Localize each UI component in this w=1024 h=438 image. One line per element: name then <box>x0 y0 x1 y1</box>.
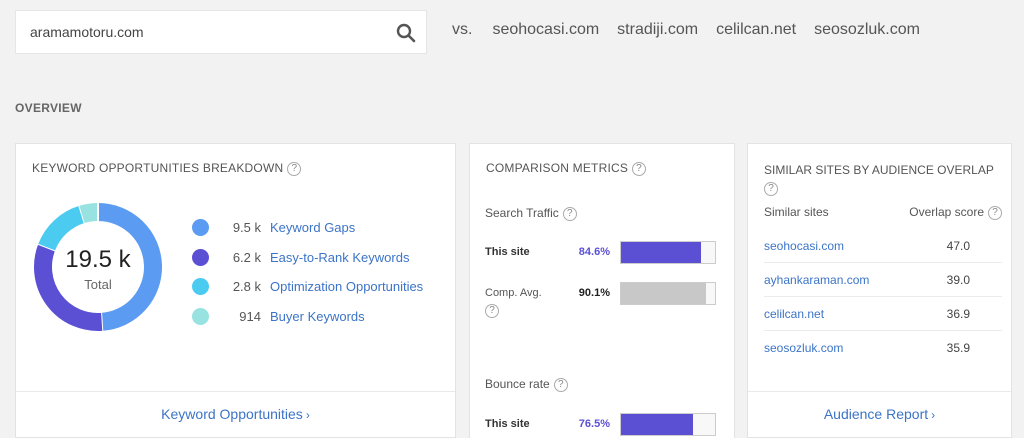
legend-link-optimization[interactable]: Optimization Opportunities <box>270 279 424 295</box>
legend-dot <box>192 307 209 325</box>
card-title-text: KEYWORD OPPORTUNITIES BREAKDOWN <box>32 161 284 175</box>
legend-item: 914 Buyer Keywords <box>192 302 423 332</box>
donut-center: 19.5 k Total <box>33 202 163 332</box>
overlap-score: 39.0 <box>946 272 970 287</box>
legend-count: 9.5 k <box>232 220 261 236</box>
metric-title: Search Traffic? <box>485 206 577 221</box>
card-title: COMPARISON METRICS? <box>486 161 647 176</box>
similar-site-link[interactable]: ayhankaraman.com <box>764 272 870 287</box>
comparison-metrics-card: COMPARISON METRICS? Search Traffic? This… <box>469 143 735 438</box>
legend-item: 6.2 k Easy-to-Rank Keywords <box>192 243 423 273</box>
card-title: KEYWORD OPPORTUNITIES BREAKDOWN? <box>32 161 302 176</box>
competitor-site[interactable]: celilcan.net <box>716 21 797 38</box>
row-percent: 84.6% <box>578 246 610 258</box>
donut-segment <box>97 203 162 331</box>
chevron-right-icon: › <box>305 408 310 422</box>
keyword-opportunities-card: KEYWORD OPPORTUNITIES BREAKDOWN? 19.5 k … <box>15 143 456 438</box>
legend-item: 9.5 k Keyword Gaps <box>192 213 423 243</box>
competitor-list: vs. seohocasi.com stradiji.com celilcan.… <box>452 21 938 39</box>
similar-site-link[interactable]: seohocasi.com <box>764 238 845 253</box>
help-icon[interactable]: ? <box>562 206 577 221</box>
similar-sites-header: Similar sites Overlap score? <box>764 205 1002 220</box>
help-icon[interactable]: ? <box>287 161 302 176</box>
donut-segment <box>34 243 103 331</box>
legend-link-easy-to-rank[interactable]: Easy-to-Rank Keywords <box>270 249 410 265</box>
col-score-text: Overlap score <box>909 205 984 219</box>
col-score-header: Overlap score? <box>909 205 1002 220</box>
bar-fill <box>621 242 701 263</box>
similar-sites-list: seohocasi.com 47.0 ayhankaraman.com 39.0… <box>764 229 1002 365</box>
help-icon[interactable]: ? <box>632 161 647 176</box>
legend-count: 2.8 k <box>232 279 261 295</box>
overlap-score: 35.9 <box>946 341 970 355</box>
metric-name: Search Traffic <box>485 206 559 220</box>
competitor-site[interactable]: stradiji.com <box>617 21 699 38</box>
help-icon[interactable]: ? <box>485 304 499 318</box>
similar-site-link[interactable]: celilcan.net <box>764 306 825 321</box>
legend-dot <box>192 219 209 237</box>
metric-title: Bounce rate? <box>485 377 568 392</box>
keyword-donut-chart <box>34 202 162 332</box>
competitor-site[interactable]: seosozluk.com <box>814 21 920 38</box>
row-label: This site <box>485 246 530 258</box>
overview-heading: OVERVIEW <box>15 101 82 115</box>
bar-fill <box>621 283 706 304</box>
donut-separator <box>100 311 104 332</box>
chevron-right-icon: › <box>931 408 936 422</box>
row-bar <box>620 282 716 305</box>
row-label-text: Comp. Avg. <box>485 287 542 299</box>
legend-link-keyword-gaps[interactable]: Keyword Gaps <box>270 220 356 236</box>
similar-sites-card: SIMILAR SITES BY AUDIENCE OVERLAP ? Simi… <box>747 143 1012 438</box>
col-sites-header: Similar sites <box>764 205 829 219</box>
card-title-text: SIMILAR SITES BY AUDIENCE OVERLAP <box>764 163 994 177</box>
legend-count: 914 <box>239 308 261 324</box>
search-icon[interactable] <box>396 23 416 43</box>
table-row: ayhankaraman.com 39.0 <box>764 263 1002 297</box>
search-input[interactable]: aramamotoru.com <box>15 10 427 54</box>
keyword-opportunities-link[interactable]: Keyword Opportunities › <box>16 391 455 437</box>
row-bar <box>620 241 716 264</box>
row-percent: 90.1% <box>578 287 610 299</box>
donut-total-label: Total <box>84 277 112 292</box>
audience-report-link[interactable]: Audience Report › <box>748 391 1011 437</box>
donut-segment <box>38 205 85 251</box>
help-icon[interactable]: ? <box>553 377 568 392</box>
card-title-text: COMPARISON METRICS <box>486 161 629 175</box>
row-percent: 76.5% <box>578 418 610 430</box>
row-label: Comp. Avg. ? <box>485 287 542 318</box>
card-title: SIMILAR SITES BY AUDIENCE OVERLAP ? <box>764 161 1004 197</box>
competitor-site[interactable]: seohocasi.com <box>492 21 600 38</box>
similar-site-link[interactable]: seosozluk.com <box>764 341 844 355</box>
overlap-score: 36.9 <box>946 306 970 321</box>
row-bar <box>620 413 716 436</box>
search-value: aramamotoru.com <box>30 24 144 40</box>
table-row: seosozluk.com 35.9 <box>764 331 1002 365</box>
footer-link-text[interactable]: Audience Report <box>823 406 929 422</box>
vs-label: vs. <box>452 21 473 38</box>
legend-link-buyer-keywords[interactable]: Buyer Keywords <box>270 308 365 324</box>
row-label: This site <box>485 418 530 430</box>
legend-item: 2.8 k Optimization Opportunities <box>192 272 423 302</box>
footer-link-text[interactable]: Keyword Opportunities <box>161 406 303 422</box>
table-row: seohocasi.com 47.0 <box>764 229 1002 263</box>
table-row: celilcan.net 36.9 <box>764 297 1002 331</box>
keyword-legend: 9.5 k Keyword Gaps 6.2 k Easy-to-Rank Ke… <box>192 213 423 331</box>
help-icon[interactable]: ? <box>988 205 1002 220</box>
bar-fill <box>621 414 693 435</box>
help-icon[interactable]: ? <box>764 181 778 196</box>
overlap-score: 47.0 <box>946 238 970 253</box>
donut-total-value: 19.5 k <box>65 246 131 273</box>
legend-dot <box>192 278 209 296</box>
legend-dot <box>192 248 209 266</box>
legend-count: 6.2 k <box>232 249 261 265</box>
metric-name: Bounce rate <box>485 377 550 391</box>
